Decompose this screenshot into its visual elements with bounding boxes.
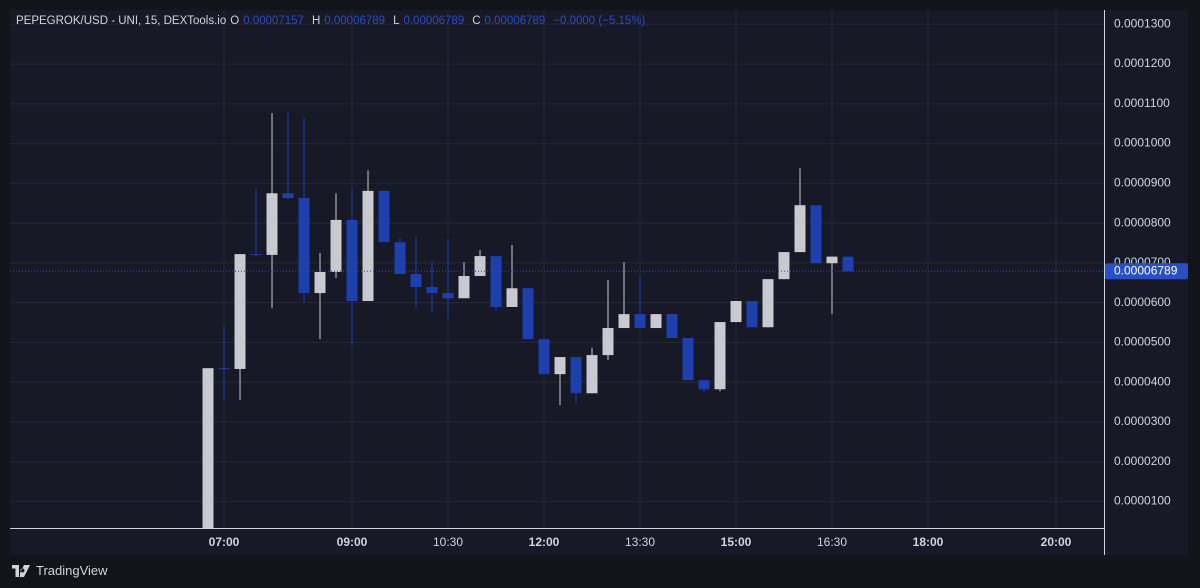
y-tick-label: 0.0000800 [1114, 215, 1171, 229]
candle-body [266, 193, 278, 255]
change: −0.0000 (−5.15%) [553, 15, 646, 27]
candle-body [298, 198, 310, 294]
y-tick-label: 0.0000500 [1114, 335, 1171, 349]
candle-body [282, 193, 294, 199]
l-label: L [393, 15, 400, 27]
x-tick-label: 16:30 [817, 535, 847, 549]
candle-body [762, 279, 774, 328]
candle-body [810, 205, 822, 264]
y-tick-label: 0.0000200 [1114, 454, 1171, 468]
candle-body [554, 357, 566, 375]
o-value: 0.00007157 [243, 15, 304, 27]
logo [12, 564, 30, 577]
c-label: C [472, 15, 481, 27]
candle-body [410, 273, 422, 288]
price-label-box [1105, 263, 1188, 280]
candle-body [234, 254, 246, 369]
candle-body [330, 219, 342, 272]
candle-body [314, 271, 326, 294]
y-tick-label: 0.0001100 [1114, 96, 1170, 110]
candle-body [426, 287, 438, 294]
candle-body [682, 337, 694, 381]
l-value: 0.00006789 [403, 15, 465, 27]
y-tick-label: 0.0000100 [1114, 494, 1171, 508]
candle-body [442, 293, 454, 299]
footer[interactable]: TradingView [12, 563, 108, 578]
candle-body [474, 256, 486, 276]
x-tick-label: 10:30 [433, 535, 463, 549]
candle-body [250, 254, 262, 256]
candle-body [618, 314, 630, 329]
candle-body [202, 368, 214, 528]
candle-body [506, 288, 518, 307]
x-tick-label: 12:00 [529, 535, 560, 549]
candle-body [522, 288, 534, 340]
candle-body [362, 190, 374, 302]
x-tick-label: 18:00 [913, 535, 944, 549]
h-label: H [311, 15, 321, 27]
candle-body [730, 301, 742, 323]
candle-body [458, 275, 470, 299]
candle-body [570, 357, 582, 394]
candle-body [826, 256, 838, 264]
o-label: O [230, 15, 240, 27]
price-label: 0.00006789 [1114, 263, 1178, 277]
x-tick-label: 20:00 [1041, 535, 1072, 549]
x-tick-label: 07:00 [209, 535, 240, 549]
candle-body [746, 301, 758, 328]
candle-body [650, 314, 662, 329]
y-tick-label: 0.0001000 [1114, 136, 1171, 150]
candle-body [490, 256, 502, 307]
candle-body [602, 328, 614, 356]
symbol: PEPEGROK/USD - UNI, 15, DEXTools.io [16, 15, 227, 27]
candle-body [538, 339, 550, 375]
candle-body [666, 314, 678, 338]
candle-body [586, 355, 598, 394]
candle-body [778, 252, 790, 280]
y-tick-label: 0.0000600 [1114, 295, 1171, 309]
candle-body [378, 190, 390, 243]
candle-body [218, 368, 230, 370]
y-tick-label: 0.0001300 [1114, 16, 1171, 30]
candle-body [794, 205, 806, 253]
x-tick-label: 13:30 [625, 535, 655, 549]
candle-body [842, 256, 854, 272]
x-tick-label: 15:00 [721, 535, 752, 549]
brand: TradingView [36, 563, 108, 578]
h-value: 0.00006789 [324, 15, 386, 27]
candle-body [634, 314, 646, 329]
candle-body [698, 380, 710, 390]
candle-body [714, 322, 726, 390]
c-value: 0.00006789 [484, 15, 546, 27]
y-tick-label: 0.0001200 [1114, 56, 1171, 70]
chart-panel [10, 10, 1188, 555]
y-tick-label: 0.0000900 [1114, 176, 1171, 190]
legend: PEPEGROK/USD - UNI, 15, DEXTools.io O 0.0… [16, 15, 649, 27]
y-tick-label: 0.0000400 [1114, 374, 1171, 388]
candle-body [394, 242, 406, 274]
x-tick-label: 09:00 [337, 535, 368, 549]
y-tick-label: 0.0000300 [1114, 414, 1171, 428]
candle-body [346, 219, 358, 302]
